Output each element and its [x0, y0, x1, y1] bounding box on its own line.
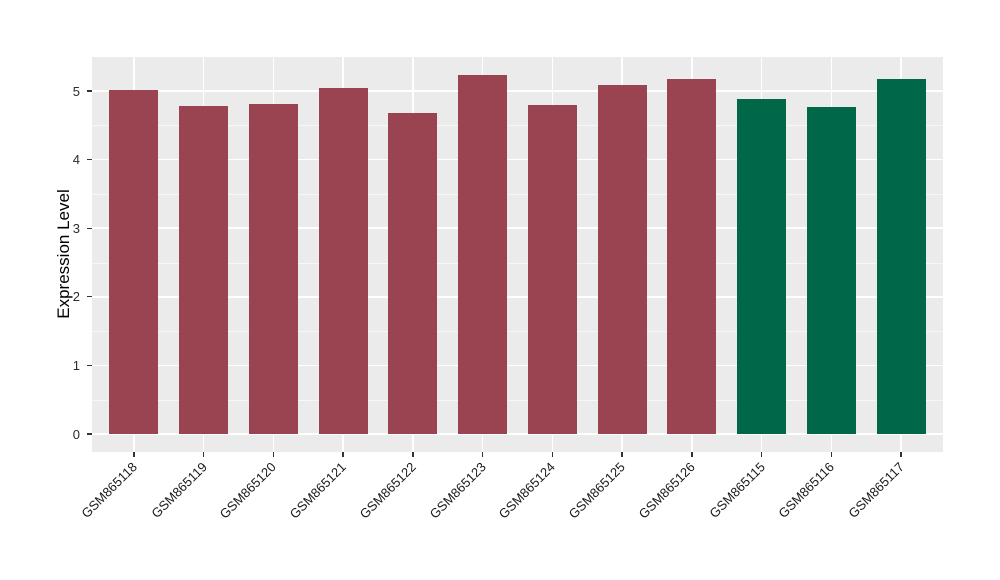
bar-GSM865120 — [248, 104, 298, 434]
major-gridline-y-1 — [92, 364, 943, 367]
bar-GSM865119 — [179, 106, 229, 434]
major-gridline-y-5 — [92, 90, 943, 92]
bar-GSM865124 — [527, 104, 577, 434]
y-axis-tick-label-3: 3 — [72, 220, 80, 236]
bar-GSM865126 — [667, 78, 717, 434]
x-axis-tick-label-GSM865115: GSM865115 — [705, 459, 768, 521]
x-axis-tick-GSM865125 — [621, 452, 623, 457]
y-axis-tick-5 — [87, 90, 92, 92]
x-axis-tick-label-GSM865124: GSM865124 — [496, 459, 559, 522]
x-axis-tick-GSM865119 — [202, 452, 205, 457]
major-gridline-y-4 — [92, 158, 943, 161]
x-axis-tick-GSM865121 — [342, 452, 344, 457]
y-axis-tick-1 — [87, 364, 92, 367]
y-axis-tick-label-0: 0 — [72, 426, 80, 442]
y-axis-tick-label-2: 2 — [72, 289, 80, 305]
bar-GSM865118 — [109, 90, 159, 434]
x-axis-tick-GSM865123 — [481, 452, 484, 457]
bar-GSM865116 — [806, 107, 856, 434]
minor-gridline-y-4.5 — [92, 125, 943, 127]
x-axis-tick-label-GSM865116: GSM865116 — [775, 459, 838, 521]
major-gridline-y-3 — [92, 227, 943, 229]
x-axis-tick-GSM865124 — [551, 452, 554, 457]
x-axis-tick-label-GSM865120: GSM865120 — [217, 459, 280, 522]
bar-GSM865125 — [597, 84, 647, 434]
x-axis-tick-GSM865116 — [830, 452, 833, 457]
x-axis-tick-GSM865120 — [272, 452, 275, 457]
bar-GSM865123 — [458, 74, 508, 434]
x-axis-tick-GSM865118 — [133, 452, 135, 457]
x-axis-tick-GSM865126 — [691, 452, 693, 457]
x-axis-tick-label-GSM865121: GSM865121 — [286, 459, 350, 522]
bar-GSM865117 — [876, 78, 926, 434]
y-axis-tick-3 — [87, 227, 92, 229]
x-axis-tick-label-GSM865118: GSM865118 — [78, 459, 140, 521]
x-axis-tick-label-GSM865126: GSM865126 — [635, 459, 698, 522]
minor-gridline-y-3.5 — [92, 193, 943, 195]
y-axis-tick-0 — [87, 433, 92, 435]
x-axis-tick-label-GSM865119: GSM865119 — [147, 459, 210, 521]
minor-gridline-y-1.5 — [92, 331, 943, 333]
bar-GSM865121 — [318, 88, 368, 434]
minor-gridline-y-2.5 — [92, 262, 943, 264]
y-axis-tick-label-4: 4 — [72, 152, 80, 168]
bar-GSM865122 — [388, 112, 438, 434]
y-axis-tick-4 — [87, 158, 92, 161]
y-axis-tick-label-5: 5 — [72, 83, 80, 99]
x-axis-tick-label-GSM865123: GSM865123 — [426, 459, 489, 522]
plot-panel — [92, 57, 943, 452]
major-gridline-y-0 — [92, 433, 943, 435]
x-axis-tick-GSM865122 — [412, 452, 414, 457]
x-axis-tick-label-GSM865122: GSM865122 — [356, 459, 419, 522]
y-axis-tick-2 — [87, 296, 92, 298]
x-axis-tick-label-GSM865125: GSM865125 — [565, 459, 629, 522]
y-axis-tick-label-1: 1 — [72, 357, 80, 373]
major-gridline-y-2 — [92, 296, 943, 298]
minor-gridline-y-0.5 — [92, 399, 943, 401]
x-axis-tick-GSM865115 — [760, 452, 763, 457]
x-axis-tick-GSM865117 — [900, 452, 902, 457]
bar-GSM865115 — [737, 98, 787, 434]
x-axis-tick-label-GSM865117: GSM865117 — [845, 459, 908, 521]
